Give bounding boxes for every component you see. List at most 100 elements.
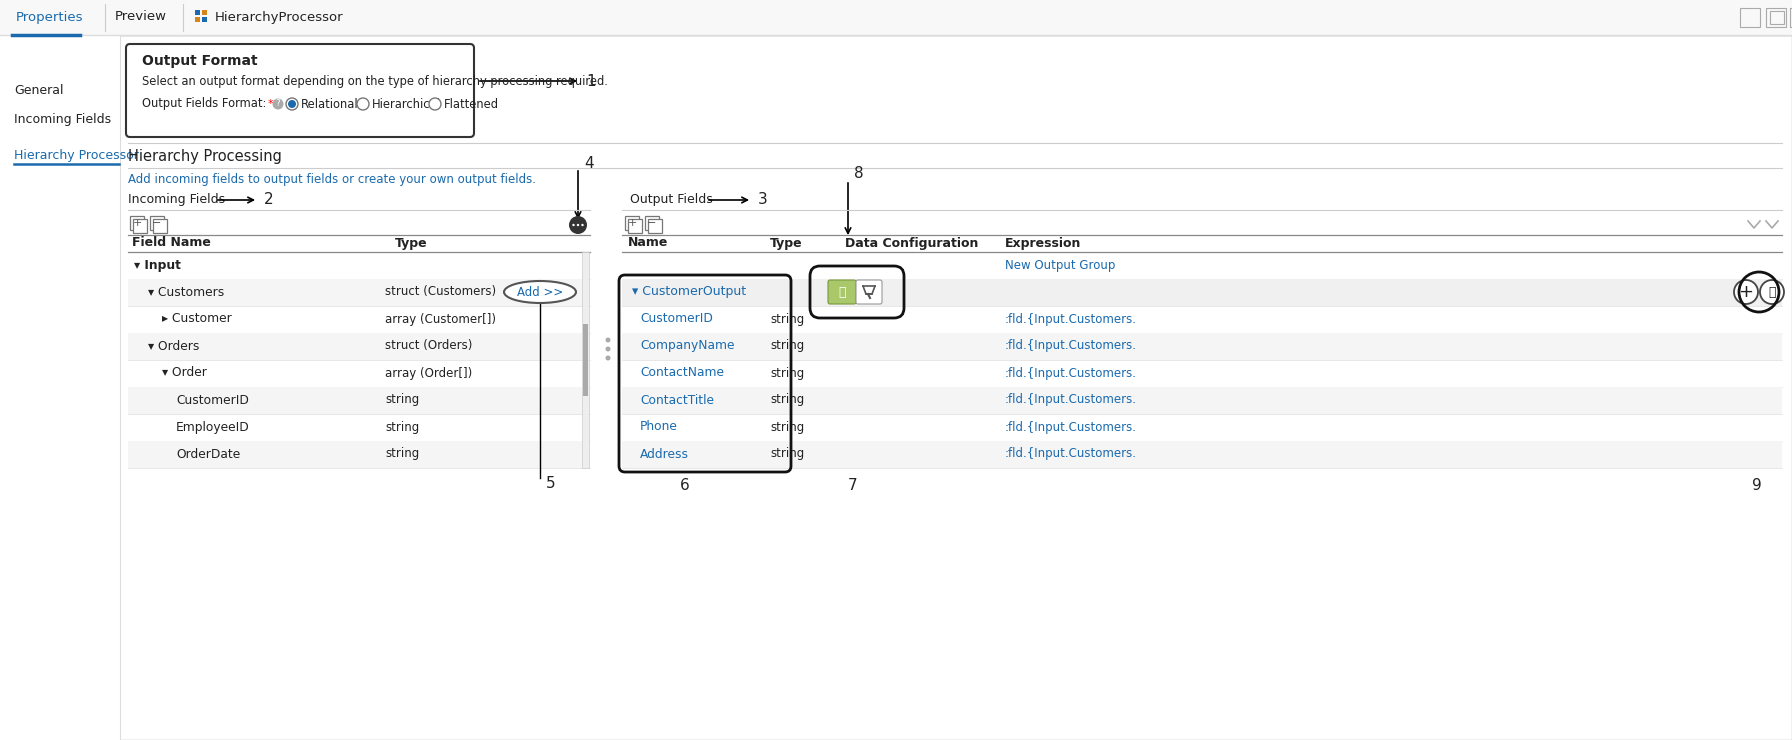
Text: OrderDate: OrderDate (176, 448, 240, 460)
Text: Properties: Properties (16, 10, 84, 24)
Text: string: string (771, 394, 805, 406)
Text: Select an output format depending on the type of hierarchy processing required.: Select an output format depending on the… (142, 75, 607, 87)
Bar (582, 324, 588, 396)
Bar (582, 252, 590, 468)
Text: :fld.{Input.Customers.: :fld.{Input.Customers. (1005, 366, 1136, 380)
Text: Expression: Expression (1005, 237, 1081, 249)
Bar (133, 219, 147, 233)
Circle shape (606, 346, 611, 351)
Text: Hierarchical: Hierarchical (373, 98, 441, 110)
Text: 5: 5 (547, 477, 556, 491)
Text: Output Fields: Output Fields (631, 193, 713, 206)
Text: ContactTitle: ContactTitle (640, 394, 713, 406)
Text: +: + (1738, 283, 1754, 301)
Circle shape (357, 98, 369, 110)
Circle shape (572, 223, 575, 226)
Text: 6: 6 (679, 479, 690, 494)
Text: string: string (771, 420, 805, 434)
Text: struct (Customers): struct (Customers) (385, 286, 496, 298)
Text: Incoming Fields: Incoming Fields (14, 113, 111, 127)
Bar (195, 17, 201, 22)
Bar (195, 10, 201, 15)
Circle shape (1760, 280, 1785, 304)
Text: ▾ Order: ▾ Order (161, 366, 206, 380)
Bar (1790, 8, 1792, 27)
Text: −: − (152, 218, 161, 228)
Text: :fld.{Input.Customers.: :fld.{Input.Customers. (1005, 420, 1136, 434)
Text: HierarchyProcessor: HierarchyProcessor (215, 10, 344, 24)
Bar (627, 219, 642, 233)
Text: +: + (133, 218, 142, 228)
Circle shape (581, 223, 584, 226)
Text: string: string (385, 394, 419, 406)
Text: Name: Name (627, 237, 668, 249)
Text: Type: Type (771, 237, 803, 249)
Circle shape (570, 216, 588, 234)
Text: Output Fields Format:: Output Fields Format: (142, 98, 267, 110)
FancyBboxPatch shape (857, 280, 882, 304)
Bar (127, 279, 590, 306)
Text: Field Name: Field Name (133, 237, 211, 249)
Text: Add >>: Add >> (516, 286, 563, 298)
Text: struct (Orders): struct (Orders) (385, 340, 473, 352)
Text: 4: 4 (584, 155, 593, 170)
Text: string: string (771, 366, 805, 380)
Text: string: string (771, 312, 805, 326)
Bar (127, 333, 590, 360)
Circle shape (577, 223, 579, 226)
Text: *: * (269, 99, 274, 109)
Ellipse shape (504, 281, 575, 303)
Text: ▾ Orders: ▾ Orders (149, 340, 199, 352)
FancyBboxPatch shape (125, 44, 475, 137)
Text: 8: 8 (855, 166, 864, 181)
Bar (622, 441, 1781, 468)
Text: ▾ CustomerOutput: ▾ CustomerOutput (633, 286, 745, 298)
Bar (1740, 8, 1760, 27)
Text: array (Customer[]): array (Customer[]) (385, 312, 496, 326)
Text: array (Order[]): array (Order[]) (385, 366, 473, 380)
Text: string: string (771, 340, 805, 352)
Text: ▸ Customer: ▸ Customer (161, 312, 231, 326)
Text: 9: 9 (1753, 479, 1762, 494)
Text: CustomerID: CustomerID (640, 312, 713, 326)
Text: Relational: Relational (301, 98, 358, 110)
Circle shape (428, 98, 441, 110)
Text: Type: Type (394, 237, 428, 249)
Text: −: − (647, 218, 656, 228)
Text: Preview: Preview (115, 10, 167, 24)
Bar (625, 216, 640, 230)
Text: Add incoming fields to output fields or create your own output fields.: Add incoming fields to output fields or … (127, 173, 536, 186)
FancyBboxPatch shape (828, 280, 857, 304)
Text: Address: Address (640, 448, 688, 460)
Text: string: string (385, 420, 419, 434)
Text: +: + (627, 218, 636, 228)
Text: :fld.{Input.Customers.: :fld.{Input.Customers. (1005, 340, 1136, 352)
Text: 2: 2 (263, 192, 274, 207)
Bar (1770, 11, 1785, 24)
Text: EmployeeID: EmployeeID (176, 420, 249, 434)
Text: CompanyName: CompanyName (640, 340, 735, 352)
Circle shape (606, 355, 611, 360)
Text: :fld.{Input.Customers.: :fld.{Input.Customers. (1005, 448, 1136, 460)
Circle shape (289, 100, 296, 108)
Text: New Output Group: New Output Group (1005, 258, 1115, 272)
Text: Flattened: Flattened (444, 98, 498, 110)
Text: string: string (385, 448, 419, 460)
Text: Data Configuration: Data Configuration (846, 237, 978, 249)
Circle shape (606, 337, 611, 343)
Text: General: General (14, 84, 63, 96)
Text: Hierarchy Processing: Hierarchy Processing (127, 149, 281, 164)
Text: Phone: Phone (640, 420, 677, 434)
Bar (151, 216, 165, 230)
Text: :fld.{Input.Customers.: :fld.{Input.Customers. (1005, 394, 1136, 406)
Text: CustomerID: CustomerID (176, 394, 249, 406)
Bar (0, 0, 1792, 35)
Text: 3: 3 (758, 192, 767, 207)
Bar (649, 219, 661, 233)
Bar (202, 10, 208, 15)
Bar (127, 387, 590, 414)
Bar (131, 216, 143, 230)
Text: Hierarchy Processor: Hierarchy Processor (14, 149, 138, 161)
Bar (0, 35, 120, 740)
Text: ContactName: ContactName (640, 366, 724, 380)
